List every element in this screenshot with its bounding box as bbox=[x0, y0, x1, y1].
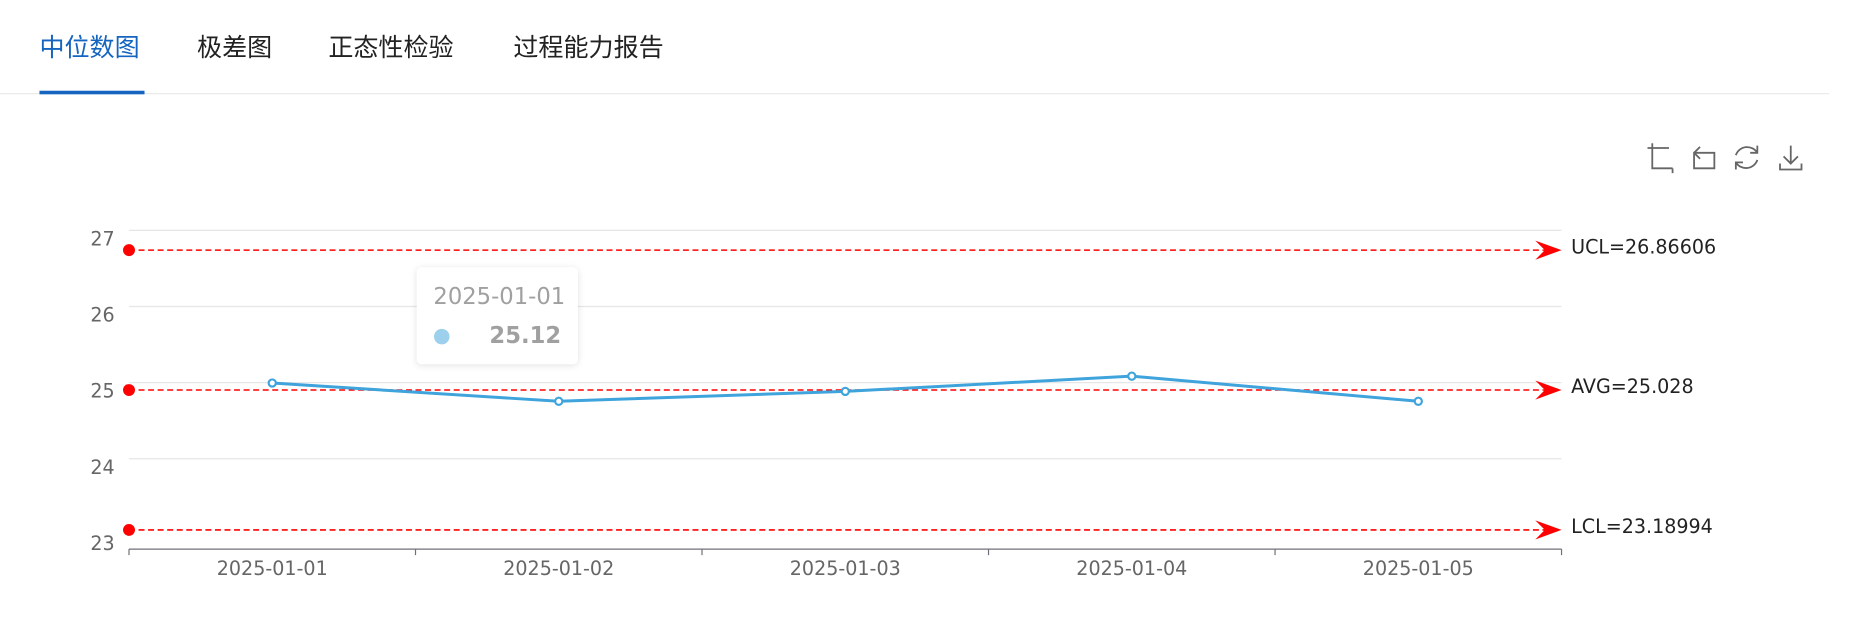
control-line-arrow bbox=[1535, 380, 1562, 400]
x-tick-label: 2025-01-01 bbox=[217, 557, 328, 580]
zoom-icon[interactable] bbox=[1647, 143, 1674, 174]
y-tick-label: 26 bbox=[90, 304, 114, 327]
control-line-start bbox=[123, 244, 135, 257]
tab[interactable]: 极差图 bbox=[197, 33, 272, 62]
data-point bbox=[1413, 396, 1423, 406]
y-tick-label: 25 bbox=[90, 380, 114, 403]
control-line-arrow bbox=[1535, 240, 1562, 260]
tooltip-value: 25.12 bbox=[489, 323, 561, 349]
y-tick-label: 27 bbox=[90, 227, 114, 250]
tab[interactable]: 中位数图 bbox=[39, 33, 139, 62]
x-tick-label: 2025-01-02 bbox=[503, 557, 614, 580]
tab[interactable]: 正态性检验 bbox=[328, 33, 453, 62]
y-tick-label: 24 bbox=[90, 456, 114, 479]
control-line-label: LCL=23.18994 bbox=[1571, 515, 1713, 538]
x-tick-label: 2025-01-03 bbox=[790, 557, 901, 580]
save-icon[interactable] bbox=[1779, 145, 1803, 171]
control-line-label: AVG=25.028 bbox=[1571, 375, 1694, 398]
data-point bbox=[554, 396, 564, 406]
data-point bbox=[840, 386, 850, 397]
tooltip: 2025-01-01 25.12 bbox=[416, 267, 578, 365]
data-point bbox=[1127, 371, 1137, 381]
control-line-label: UCL=26.86606 bbox=[1571, 235, 1716, 258]
x-tick-label: 2025-01-04 bbox=[1076, 557, 1187, 580]
restore-icon[interactable] bbox=[1734, 145, 1759, 170]
tooltip-box bbox=[416, 267, 578, 365]
x-tick-label: 2025-01-05 bbox=[1363, 557, 1474, 580]
data-point bbox=[267, 378, 277, 388]
tooltip-marker bbox=[434, 328, 450, 345]
toolbox bbox=[1647, 143, 1803, 174]
tooltip-title: 2025-01-01 bbox=[433, 284, 565, 310]
zoom-reset-icon[interactable] bbox=[1693, 146, 1716, 170]
tab[interactable]: 过程能力报告 bbox=[513, 33, 663, 62]
control-line-arrow bbox=[1535, 520, 1562, 540]
control-line-start bbox=[123, 523, 135, 536]
control-line-start bbox=[123, 384, 135, 397]
tab-underline bbox=[39, 90, 145, 95]
y-tick-label: 23 bbox=[90, 532, 114, 555]
